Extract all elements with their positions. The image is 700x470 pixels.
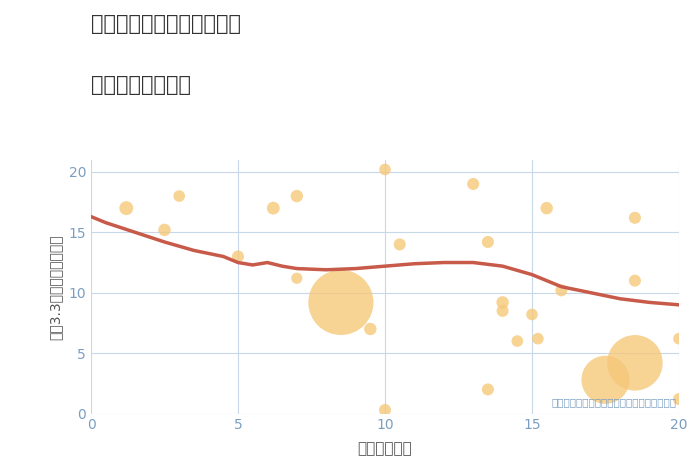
Point [379,166,391,173]
X-axis label: 駅距離（分）: 駅距離（分） [358,441,412,456]
Point [556,287,567,294]
Point [629,214,641,221]
Point [394,241,405,248]
Point [629,277,641,284]
Point [673,335,685,343]
Text: 駅距離別土地価格: 駅距離別土地価格 [91,75,191,95]
Point [673,395,685,403]
Point [512,337,523,345]
Point [365,325,376,333]
Point [532,335,543,343]
Point [232,253,244,260]
Point [291,274,302,282]
Point [468,180,479,188]
Point [267,204,279,212]
Point [629,359,641,367]
Point [379,406,391,414]
Point [335,298,346,306]
Point [291,192,302,200]
Point [159,226,170,234]
Point [482,238,493,246]
Point [174,192,185,200]
Point [120,204,132,212]
Text: 兵庫県三木市吉川町畑枝の: 兵庫県三木市吉川町畑枝の [91,14,241,34]
Text: 円の大きさは、取引のあった物件面積を示す: 円の大きさは、取引のあった物件面積を示す [551,398,676,407]
Point [497,307,508,314]
Y-axis label: 坪（3.3㎡）単価（万円）: 坪（3.3㎡）単価（万円） [49,234,63,339]
Point [541,204,552,212]
Point [497,298,508,306]
Point [526,311,538,318]
Point [482,386,493,393]
Point [600,376,611,384]
